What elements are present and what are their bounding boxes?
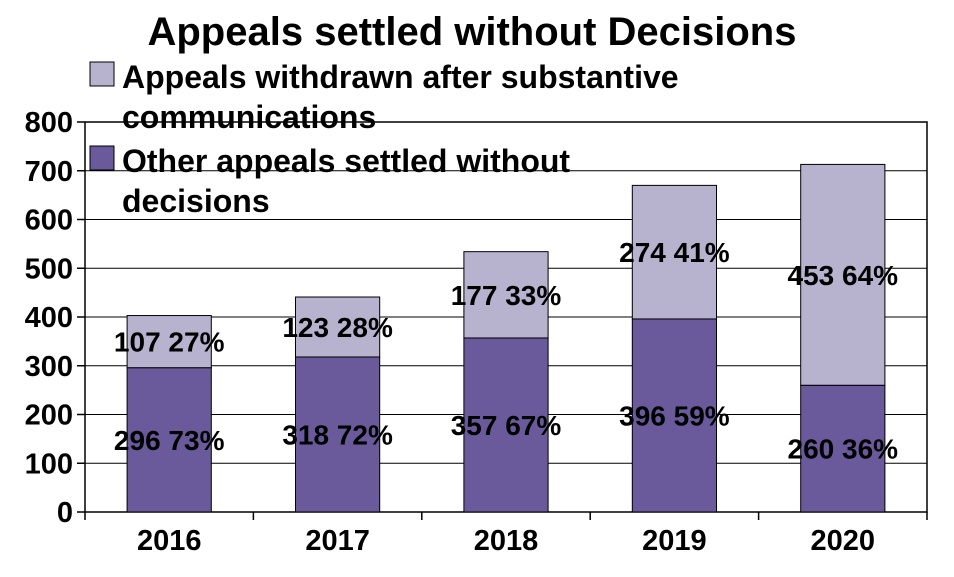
y-tick-label: 400 <box>25 302 73 334</box>
data-labels: 296 73% 107 27% 318 72% 123 28% 357 67% 177 3… <box>114 237 898 464</box>
data-label: 296 73% <box>114 425 225 456</box>
x-category-label: 2017 <box>305 525 370 557</box>
y-tick-label: 800 <box>25 107 73 139</box>
data-label: 260 36% <box>788 434 899 465</box>
data-label: 453 64% <box>788 260 899 291</box>
y-axis: 0 100 200 300 400 500 600 700 800 <box>25 107 85 529</box>
y-tick-label: 300 <box>25 351 73 383</box>
bar-segment-other <box>126 367 212 513</box>
bars <box>126 163 886 513</box>
data-label: 107 27% <box>114 327 225 358</box>
legend: Appeals withdrawn after substantive comm… <box>89 59 687 219</box>
y-tick-label: 100 <box>25 448 73 480</box>
legend-swatch-withdrawn <box>89 61 115 87</box>
data-label: 274 41% <box>619 237 730 268</box>
x-category-label: 2016 <box>137 525 202 557</box>
data-label: 318 72% <box>282 419 393 450</box>
bar-segment-withdrawn <box>126 315 212 369</box>
y-tick-label: 600 <box>25 205 73 237</box>
legend-swatch-other <box>89 145 115 171</box>
legend-label-withdrawn: Appeals withdrawn after substantive comm… <box>122 59 687 135</box>
data-label: 357 67% <box>451 410 562 441</box>
y-tick-label: 500 <box>25 253 73 285</box>
legend-label-other: Other appeals settled without decisions <box>122 143 579 219</box>
y-tick-label: 200 <box>25 400 73 432</box>
x-category-label: 2020 <box>811 525 876 557</box>
bar-segment-other <box>463 337 549 513</box>
data-label: 123 28% <box>282 312 393 343</box>
bar-segment-withdrawn <box>800 163 886 386</box>
x-axis: 2016 2017 2018 2019 2020 <box>84 512 928 557</box>
data-label: 396 59% <box>619 400 730 431</box>
y-tick-label: 700 <box>25 156 73 188</box>
bar-segment-other <box>631 318 717 513</box>
bar-segment-other <box>295 356 381 513</box>
x-category-label: 2018 <box>474 525 539 557</box>
bar-segment-withdrawn <box>463 251 549 339</box>
bar-segment-withdrawn <box>631 184 717 320</box>
y-tick-label: 0 <box>57 497 73 529</box>
data-label: 177 33% <box>451 280 562 311</box>
chart-title: Appeals settled without Decisions <box>147 10 796 54</box>
bar-segment-withdrawn <box>295 296 381 358</box>
x-category-label: 2019 <box>642 525 707 557</box>
